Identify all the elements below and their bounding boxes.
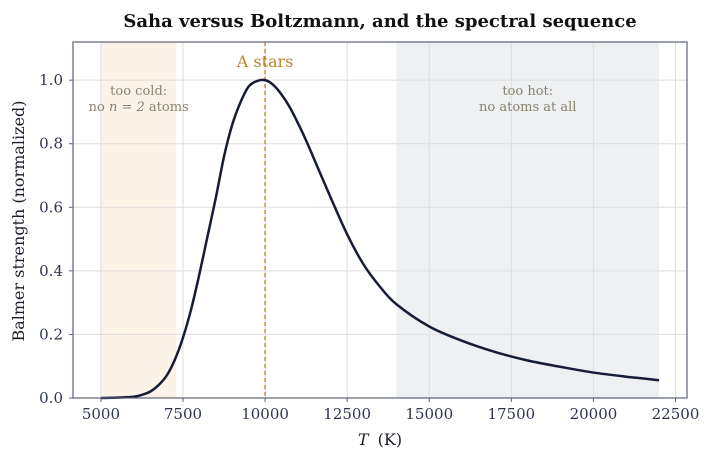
x-axis-ticks: 5000 7500 10000 12500 15000 17500 20000 22500 <box>82 398 700 423</box>
shaded-regions <box>100 42 660 398</box>
too-hot-band <box>396 42 660 398</box>
x-tick-label: 20000 <box>570 405 618 423</box>
too-cold-label: too cold: <box>110 84 167 99</box>
too-cold-sublabel-prefix: no <box>89 100 109 115</box>
a-stars-label: A stars <box>236 52 294 71</box>
y-tick-label: 1.0 <box>39 71 63 89</box>
x-tick-label: 15000 <box>405 405 453 423</box>
y-tick-label: 0.6 <box>39 198 63 216</box>
y-tick-label: 0.0 <box>39 389 63 407</box>
too-cold-sublabel: no n = 2 atoms <box>89 100 189 115</box>
x-tick-label: 22500 <box>652 405 700 423</box>
too-cold-band <box>100 42 177 398</box>
chart-title: Saha versus Boltzmann, and the spectral … <box>123 11 636 32</box>
too-cold-sublabel-math: n = 2 <box>109 100 145 115</box>
y-axis-ticks: 0.0 0.2 0.4 0.6 0.8 1.0 <box>39 71 73 407</box>
x-tick-label: 7500 <box>164 405 202 423</box>
too-hot-label: too hot: <box>502 84 553 99</box>
x-tick-label: 17500 <box>487 405 535 423</box>
plot-frame <box>72 41 688 399</box>
plot-area: A stars <box>100 42 660 400</box>
x-axis-variable: T <box>358 430 370 449</box>
x-tick-label: 12500 <box>323 405 371 423</box>
gridlines <box>73 42 687 399</box>
y-axis-label: Balmer strength (normalized) <box>9 100 28 341</box>
x-tick-label: 5000 <box>82 405 120 423</box>
x-axis-label: T (K) <box>358 430 402 449</box>
y-tick-label: 0.8 <box>39 135 63 153</box>
y-tick-label: 0.4 <box>39 262 63 280</box>
annotations: too cold:no n = 2 atoms too hot:no atoms … <box>89 84 577 115</box>
y-tick-label: 0.2 <box>39 325 63 343</box>
balmer-strength-line <box>100 78 660 400</box>
too-cold-sublabel-suffix: atoms <box>145 100 189 115</box>
too-hot-sublabel: no atoms at all <box>479 100 576 115</box>
x-axis-unit: (K) <box>378 430 402 449</box>
x-tick-label: 10000 <box>241 405 289 423</box>
